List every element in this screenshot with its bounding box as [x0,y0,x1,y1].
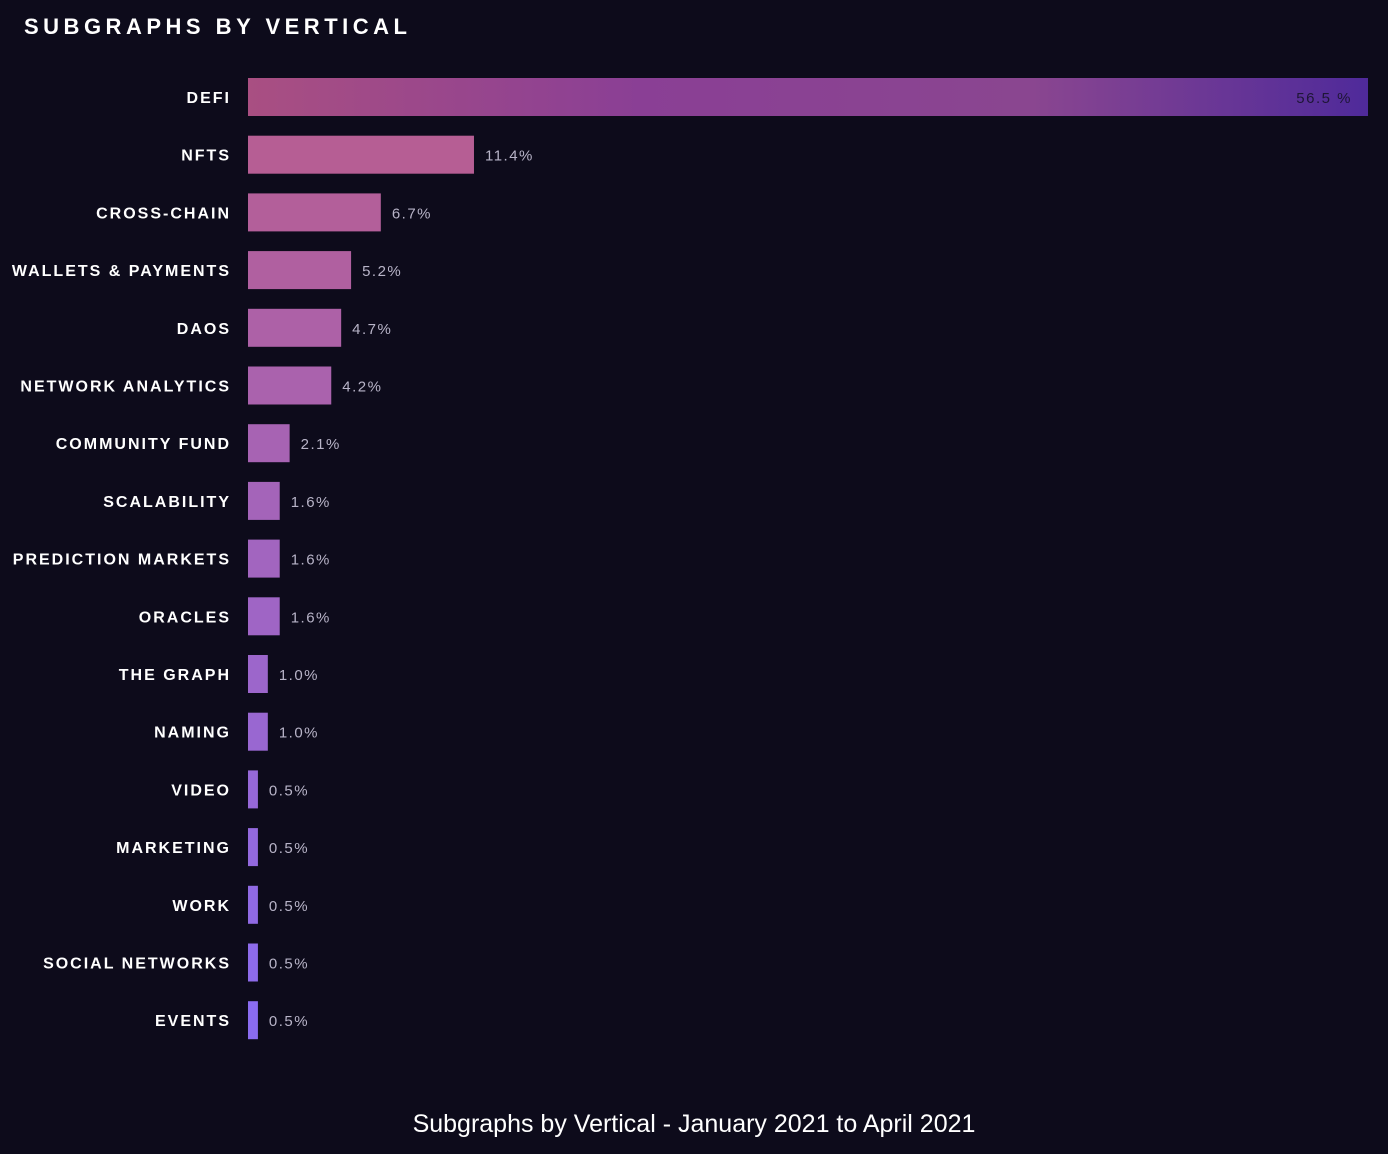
bar [248,828,258,867]
category-label: DAOS [177,321,231,338]
value-label: 1.6% [291,609,331,626]
bar [248,366,332,405]
bar [248,78,1368,116]
category-label: VIDEO [171,782,231,799]
bar [248,885,258,924]
value-label: 56.5 % [1296,90,1352,107]
category-label: WALLETS & PAYMENTS [12,263,231,280]
category-label: COMMUNITY FUND [56,436,231,453]
value-label: 6.7% [392,205,432,222]
bar [248,308,342,347]
value-label: 1.0% [279,667,319,684]
bar [248,251,352,290]
category-label: WORK [172,898,231,915]
value-label: 0.5% [269,840,309,857]
value-label: 11.4% [485,148,534,165]
bar [248,539,280,578]
value-label: 0.5% [269,898,309,915]
bar-chart: DEFI 56.5 % NFTS 11.4% CROSS-CHAIN 6.7% WALLET… [12,78,1368,1040]
category-label: CROSS-CHAIN [96,205,231,222]
category-label: DEFI [187,90,231,107]
value-label: 4.7% [352,321,392,338]
bar [248,655,268,693]
value-label: 2.1% [301,436,341,453]
category-label: SOCIAL NETWORKS [43,956,231,973]
bar [248,1001,258,1040]
category-label: NFTS [181,148,231,165]
value-label: 4.2% [342,379,382,396]
value-label: 0.5% [269,956,309,973]
category-label: NETWORK ANALYTICS [20,379,231,396]
category-label: THE GRAPH [119,667,231,684]
category-label: MARKETING [116,840,231,857]
value-label: 0.5% [269,782,309,799]
bar [248,943,258,982]
category-label: PREDICTION MARKETS [13,552,231,569]
bar [248,481,280,520]
category-label: EVENTS [155,1013,231,1030]
bar [248,712,268,751]
chart-title: SUBGRAPHS BY VERTICAL [24,14,412,39]
chart-caption: Subgraphs by Vertical - January 2021 to … [412,1110,976,1138]
value-label: 0.5% [269,1013,309,1030]
category-label: NAMING [154,725,231,742]
value-label: 1.6% [291,494,331,511]
value-label: 1.0% [279,725,319,742]
value-label: 1.6% [291,552,331,569]
category-label: ORACLES [139,609,231,626]
bar [248,424,290,463]
bar [248,770,258,809]
bars-layer: DEFI 56.5 % NFTS 11.4% CROSS-CHAIN 6.7% WALLET… [12,78,1368,1040]
value-label: 5.2% [362,263,402,280]
bar [248,135,474,174]
category-label: SCALABILITY [103,494,231,511]
bar [248,193,381,232]
bar [248,597,280,636]
